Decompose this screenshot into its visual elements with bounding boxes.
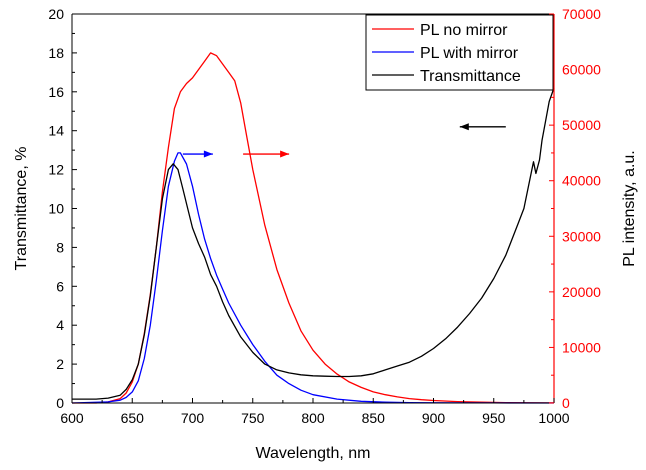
- y-left-axis-label: Transmittance, %: [13, 147, 30, 271]
- x-tick-label: 900: [422, 410, 446, 426]
- series-line-pl-with-mirror: [71, 152, 555, 404]
- y-right-axis-label: PL intensity, a.u.: [621, 150, 638, 267]
- x-tick-label: 700: [181, 410, 205, 426]
- y-right-tick-label: 60000: [562, 62, 601, 78]
- y-left-tick-label: 8: [56, 239, 64, 255]
- series-line-transmittance: [72, 87, 555, 400]
- y-left-tick-label: 4: [56, 317, 64, 333]
- legend-label-pl-with-mirror: PL with mirror: [420, 45, 519, 62]
- arrow-annotation-0: [182, 150, 213, 158]
- y-left-tick-label: 18: [48, 45, 64, 61]
- y-right-tick-label: 40000: [562, 173, 601, 189]
- y-left-tick-label: 16: [48, 84, 64, 100]
- legend-label-pl-no-mirror: PL no mirror: [420, 22, 508, 39]
- arrow-annotation-2: [459, 123, 506, 131]
- y-right-tick-label: 20000: [562, 284, 601, 300]
- x-axis-label: Wavelength, nm: [255, 445, 370, 462]
- y-right-tick-label: 10000: [562, 339, 601, 355]
- legend: PL no mirror PL with mirror Transmittance: [365, 14, 554, 91]
- y-left-tick-label: 12: [48, 162, 64, 178]
- y-right-tick-label: 30000: [562, 228, 601, 244]
- x-tick-label: 1000: [538, 410, 569, 426]
- axes-layer: 600 650 700 750 800 850 900 950 1000024681012141…: [48, 6, 601, 426]
- y-left-tick-label: 14: [48, 123, 64, 139]
- x-tick-label: 800: [301, 410, 325, 426]
- x-tick-label: 750: [241, 410, 265, 426]
- y-right-tick-label: 0: [562, 395, 570, 411]
- y-left-tick-label: 10: [48, 201, 64, 217]
- legend-label-transmittance: Transmittance: [420, 68, 521, 85]
- x-tick-label: 850: [362, 410, 386, 426]
- x-tick-label: 950: [482, 410, 506, 426]
- y-right-tick-label: 70000: [562, 6, 601, 22]
- annotation-layer: [182, 123, 506, 158]
- y-left-tick-label: 20: [48, 6, 64, 22]
- arrow-annotation-1: [243, 150, 290, 158]
- y-right-tick-label: 50000: [562, 117, 601, 133]
- series-layer: [71, 52, 555, 404]
- arrow-head-icon: [280, 150, 290, 158]
- arrow-head-icon: [203, 150, 213, 158]
- y-left-tick-label: 6: [56, 278, 64, 294]
- y-left-tick-label: 2: [56, 356, 64, 372]
- x-tick-label: 600: [60, 410, 84, 426]
- x-tick-label: 650: [121, 410, 145, 426]
- y-left-tick-label: 0: [56, 395, 64, 411]
- arrow-head-icon: [459, 123, 469, 131]
